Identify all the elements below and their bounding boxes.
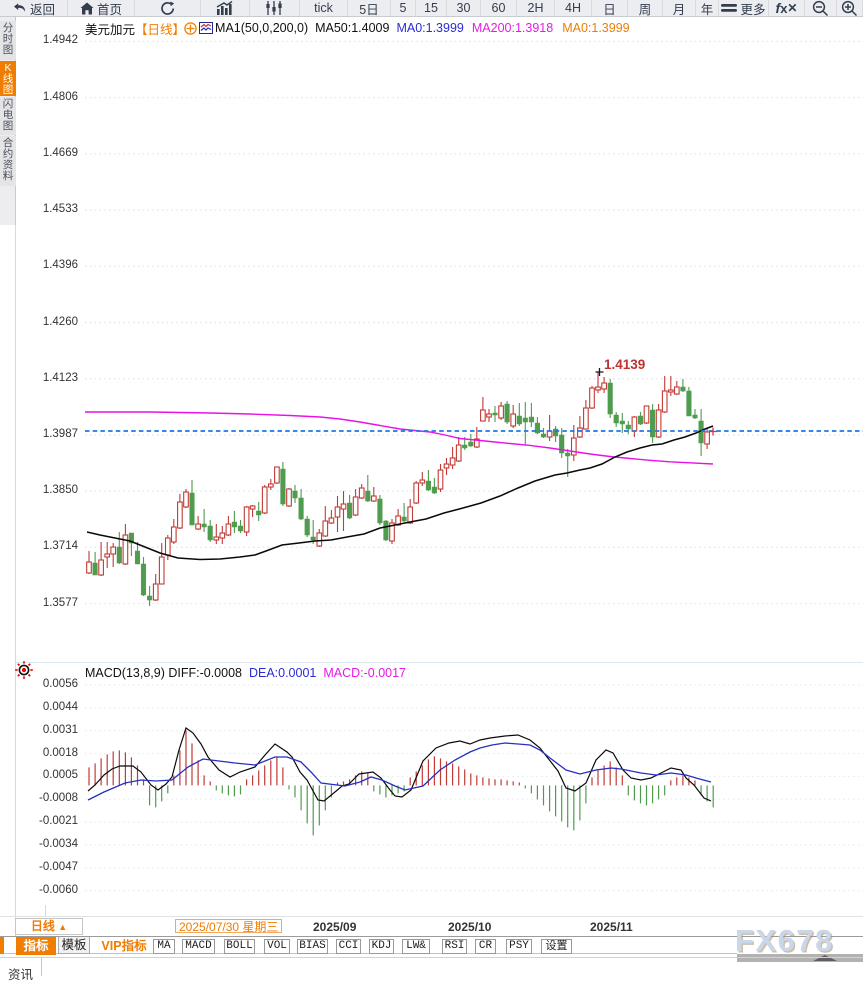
svg-text:1.4139: 1.4139 [604, 357, 645, 372]
